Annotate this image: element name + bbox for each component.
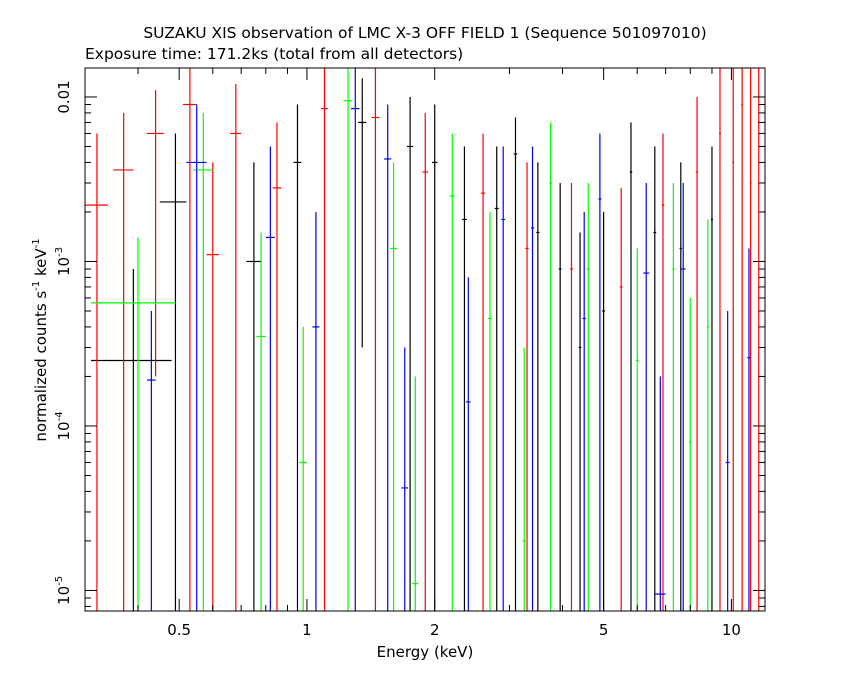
x-tick-label-4: 10 <box>722 621 741 639</box>
y-axis-label-exp1: -1 <box>31 281 42 291</box>
y-axis-label-text: normalized counts s <box>32 291 50 442</box>
plot-frame <box>84 67 766 612</box>
chart-title: SUZAKU XIS observation of LMC X-3 OFF FI… <box>143 24 706 42</box>
y-tick-label-2: 10-3 <box>54 247 73 276</box>
tick-layer: 0.5 1 2 5 10 10-5 10-4 10-3 0.01 <box>54 68 765 639</box>
y-axis-label-exp2: -1 <box>31 238 42 248</box>
x-tick-label-3: 5 <box>599 621 609 639</box>
series-3 <box>147 68 751 611</box>
series-1 <box>85 68 760 611</box>
x-tick-label-0: 0.5 <box>167 621 191 639</box>
x-tick-label-1: 1 <box>302 621 312 639</box>
y-axis-label: normalized counts s-1 keV-1 <box>31 238 50 441</box>
y-tick-label-3: 0.01 <box>55 80 73 113</box>
y-tick-label-0: 10-5 <box>54 576 73 605</box>
series-0 <box>91 78 713 611</box>
chart-subtitle: Exposure time: 171.2ks (total from all d… <box>85 45 463 63</box>
x-tick-label-2: 2 <box>430 621 440 639</box>
y-tick-label-1: 10-4 <box>54 411 73 440</box>
series-2 <box>91 68 709 611</box>
data-layer <box>85 68 760 611</box>
y-axis-label-mid: keV <box>32 248 50 281</box>
x-axis-label: Energy (keV) <box>377 643 474 661</box>
